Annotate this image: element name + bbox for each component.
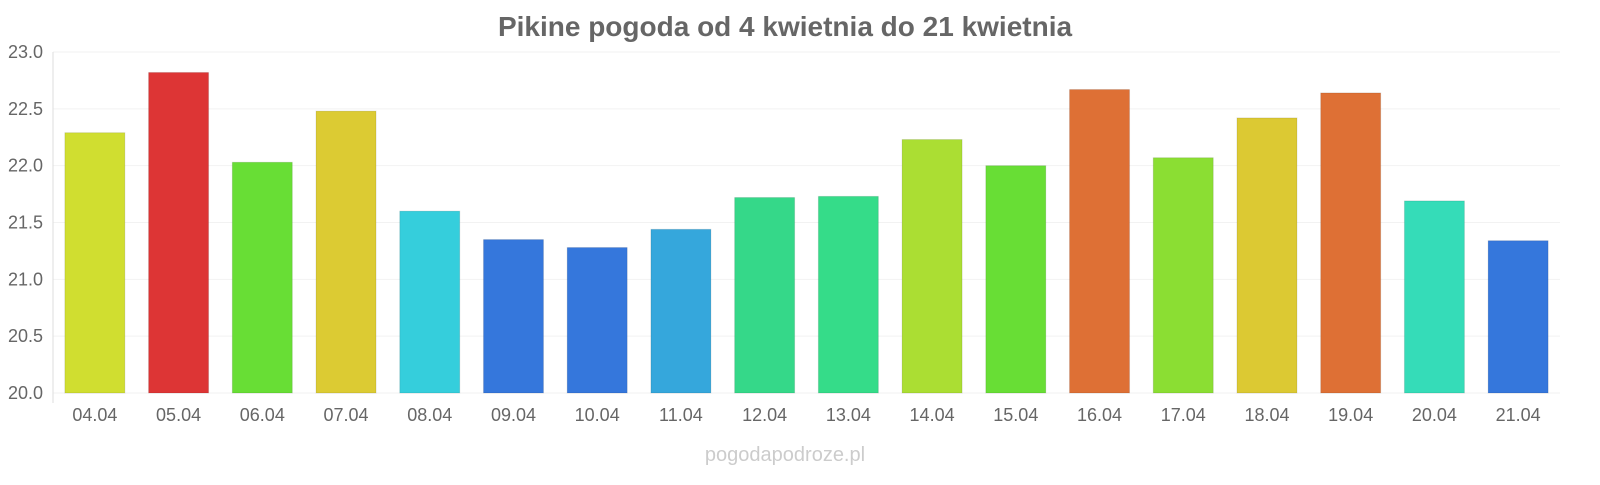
y-tick-label: 20.5 [8,326,43,346]
bar-07.04 [315,110,377,394]
bar-12.04 [734,196,796,394]
y-tick-label: 20.0 [8,383,43,403]
bar-06.04 [231,161,293,394]
x-tick-label: 17.04 [1161,405,1206,425]
x-tick-label: 04.04 [72,405,117,425]
bar-17.04 [1152,157,1214,394]
x-tick-label: 13.04 [826,405,871,425]
chart-title: Pikine pogoda od 4 kwietnia do 21 kwietn… [498,11,1073,42]
bar-20.04 [1403,200,1465,394]
x-tick-label: 21.04 [1496,405,1541,425]
x-tick-label: 12.04 [742,405,787,425]
x-tick-label: 15.04 [993,405,1038,425]
x-tick-label: 18.04 [1244,405,1289,425]
bar-21.04 [1487,240,1549,394]
bar-11.04 [650,228,712,394]
bar-15.04 [985,165,1047,394]
y-tick-label: 21.0 [8,269,43,289]
bar-08.04 [399,210,461,394]
x-tick-label: 07.04 [324,405,369,425]
y-tick-label: 21.5 [8,213,43,233]
x-tick-label: 05.04 [156,405,201,425]
x-tick-label: 20.04 [1412,405,1457,425]
bar-05.04 [148,71,210,394]
y-tick-label: 23.0 [8,42,43,62]
x-tick-label: 11.04 [659,405,703,425]
x-tick-label: 16.04 [1077,405,1122,425]
bar-04.04 [64,132,126,394]
x-tick-label: 19.04 [1328,405,1373,425]
bar-10.04 [566,247,628,394]
x-tick-label: 06.04 [240,405,285,425]
x-tick-label: 09.04 [491,405,536,425]
bar-16.04 [1069,89,1131,394]
bar-13.04 [817,195,879,394]
bar-09.04 [482,239,544,394]
y-tick-label: 22.5 [8,99,43,119]
bar-14.04 [901,139,963,394]
x-tick-label: 08.04 [407,405,452,425]
y-tick-label: 22.0 [8,156,43,176]
bar-18.04 [1236,117,1298,394]
bar-19.04 [1320,92,1382,394]
x-tick-label: 10.04 [575,405,620,425]
watermark: pogodapodroze.pl [705,444,865,466]
x-tick-label: 14.04 [910,405,955,425]
